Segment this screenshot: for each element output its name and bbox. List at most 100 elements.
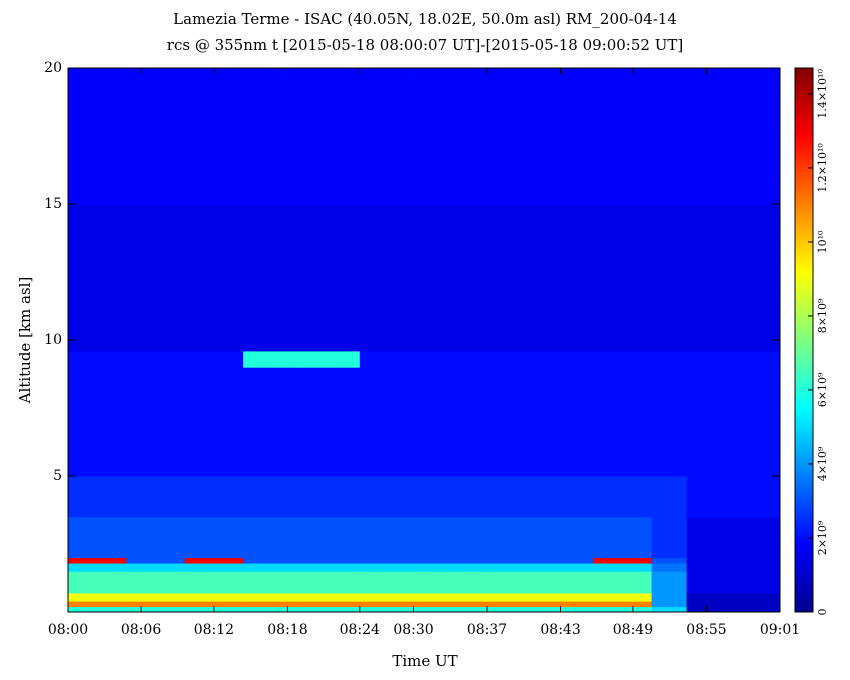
heatmap-cell bbox=[184, 563, 244, 572]
heatmap-cell bbox=[243, 606, 302, 613]
heatmap-cell bbox=[476, 571, 536, 594]
heatmap-cell bbox=[651, 68, 688, 205]
heatmap-cell bbox=[243, 592, 302, 602]
x-tick-label: 08:18 bbox=[267, 622, 307, 638]
heatmap-cell bbox=[418, 563, 478, 572]
heatmap-cell bbox=[686, 516, 781, 559]
heatmap-cell bbox=[126, 557, 186, 564]
heatmap-cell bbox=[68, 601, 127, 608]
heatmap-cell bbox=[301, 606, 361, 613]
heatmap-cell bbox=[243, 601, 302, 608]
heatmap-cell bbox=[686, 204, 781, 287]
heatmap-cell bbox=[68, 476, 127, 518]
heatmap-cell bbox=[184, 557, 244, 564]
heatmap-cell bbox=[418, 68, 478, 205]
heatmap-cell bbox=[184, 204, 244, 287]
heatmap-cell bbox=[68, 367, 127, 477]
heatmap-cell bbox=[359, 606, 419, 613]
heatmap-cell bbox=[593, 557, 653, 564]
x-tick-label: 08:06 bbox=[121, 622, 161, 638]
heatmap-cell bbox=[476, 601, 536, 608]
heatmap-cell bbox=[534, 606, 594, 613]
colorbar-tick-label: 6×10⁹ bbox=[816, 372, 829, 407]
heatmap-cell bbox=[184, 516, 244, 559]
x-tick-label: 09:01 bbox=[760, 622, 800, 638]
heatmap-cell bbox=[651, 563, 688, 572]
heatmap-cell bbox=[476, 592, 536, 602]
heatmap-cell bbox=[651, 285, 688, 352]
heatmap-cell bbox=[534, 68, 594, 205]
heatmap-cell bbox=[534, 601, 594, 608]
heatmap-cell bbox=[301, 571, 361, 594]
heatmap-cell bbox=[686, 571, 781, 594]
heatmap-cell bbox=[686, 350, 781, 368]
heatmap-cell bbox=[418, 592, 478, 602]
y-tick-label: 20 bbox=[44, 60, 62, 76]
heatmap-cell bbox=[418, 367, 478, 477]
heatmap-cell bbox=[534, 285, 594, 352]
heatmap-cell bbox=[184, 476, 244, 518]
heatmap-cell bbox=[301, 367, 361, 477]
heatmap-cell bbox=[184, 601, 244, 608]
x-tick-label: 08:00 bbox=[48, 622, 88, 638]
heatmap-cell bbox=[301, 476, 361, 518]
x-tick-label: 08:37 bbox=[467, 622, 507, 638]
heatmap-cell bbox=[593, 476, 653, 518]
heatmap-cell bbox=[301, 592, 361, 602]
heatmap-cell bbox=[686, 557, 781, 564]
x-tick-label: 08:55 bbox=[686, 622, 726, 638]
heatmap-cell bbox=[126, 367, 186, 477]
heatmap-cell bbox=[184, 592, 244, 602]
heatmap-cell bbox=[301, 563, 361, 572]
heatmap-cell bbox=[126, 204, 186, 287]
heatmap-cell bbox=[534, 563, 594, 572]
heatmap-cell bbox=[651, 516, 688, 559]
heatmap-cell bbox=[476, 68, 536, 205]
heatmap-cell bbox=[476, 476, 536, 518]
heatmap-cell bbox=[651, 557, 688, 564]
heatmap-cell bbox=[593, 516, 653, 559]
heatmap-cell bbox=[651, 606, 688, 613]
heatmap-cell bbox=[243, 557, 302, 564]
heatmap-cell bbox=[593, 606, 653, 613]
heatmap-cell bbox=[534, 516, 594, 559]
heatmap-cell bbox=[651, 350, 688, 368]
heatmap-cell bbox=[126, 516, 186, 559]
heatmap-cell bbox=[476, 285, 536, 352]
heatmap-cell bbox=[359, 350, 419, 368]
heatmap-cell bbox=[184, 571, 244, 594]
x-tick-label: 08:49 bbox=[613, 622, 653, 638]
heatmap-cell bbox=[593, 563, 653, 572]
heatmap-cell bbox=[359, 592, 419, 602]
heatmap-cell bbox=[243, 68, 302, 205]
heatmap-cell bbox=[593, 592, 653, 602]
heatmap-cell bbox=[301, 285, 361, 352]
heatmap-cell bbox=[243, 563, 302, 572]
x-tick-label: 08:12 bbox=[194, 622, 234, 638]
heatmap-cell bbox=[534, 557, 594, 564]
heatmap-cell bbox=[359, 601, 419, 608]
heatmap-cell bbox=[126, 476, 186, 518]
heatmap-cell bbox=[68, 606, 127, 613]
heatmap-cell bbox=[476, 350, 536, 368]
colorbar-tick-label: 1.4×10¹⁰ bbox=[816, 69, 829, 119]
heatmap-cell bbox=[593, 204, 653, 287]
heatmap-cell bbox=[418, 476, 478, 518]
heatmap-cell bbox=[686, 285, 781, 352]
heatmap-cell bbox=[68, 592, 127, 602]
heatmap-cell bbox=[418, 601, 478, 608]
heatmap-cell bbox=[686, 592, 781, 602]
heatmap-cell bbox=[243, 516, 302, 559]
chart-subtitle: rcs @ 355nm t [2015-05-18 08:00:07 UT]-[… bbox=[167, 36, 683, 54]
heatmap-cell bbox=[301, 350, 361, 368]
colorbar-tick-label: 10¹⁰ bbox=[816, 230, 829, 253]
heatmap-cell bbox=[651, 571, 688, 594]
heatmap-cell bbox=[126, 350, 186, 368]
heatmap-cell bbox=[359, 285, 419, 352]
heatmap-cell bbox=[126, 606, 186, 613]
heatmap-cell bbox=[243, 571, 302, 594]
x-tick-label: 08:30 bbox=[393, 622, 433, 638]
heatmap-cell bbox=[68, 563, 127, 572]
heatmap-cell bbox=[184, 350, 244, 368]
